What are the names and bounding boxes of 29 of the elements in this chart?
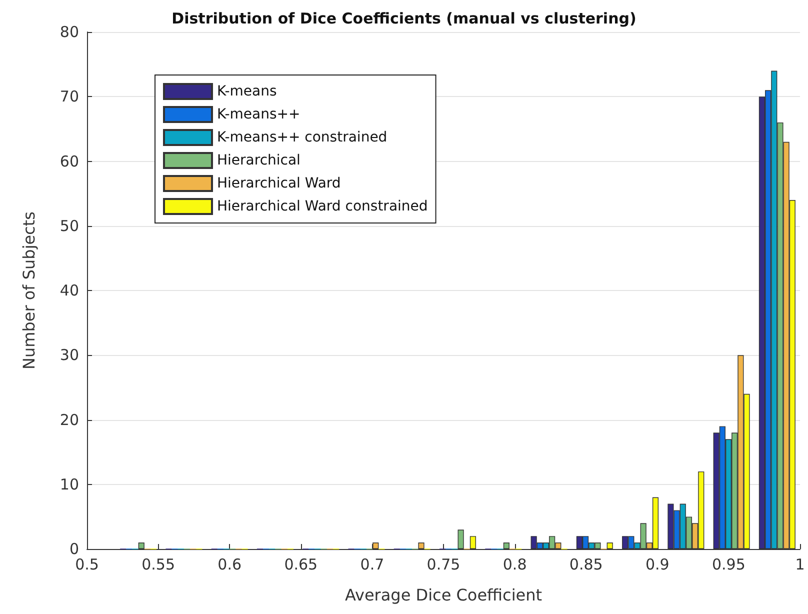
y-tick-label: 70 [60, 88, 79, 106]
x-tick-label: 0.75 [426, 556, 460, 574]
x-tick-label: 1 [795, 556, 805, 574]
legend-label: K-means++ constrained [217, 130, 388, 146]
x-tick-label: 0.65 [284, 556, 318, 574]
x-tick-label: 0.6 [218, 556, 242, 574]
y-tick-label: 80 [60, 23, 79, 41]
y-tick-label: 30 [60, 346, 79, 364]
x-tick-label: 0.7 [360, 556, 384, 574]
chart-title: Distribution of Dice Coefficients (manual vs clustering) [172, 10, 636, 28]
y-tick-label: 10 [60, 475, 79, 494]
legend-label: K-means [217, 84, 277, 100]
y-tick-label: 50 [60, 216, 79, 235]
x-tick-label: 0.9 [645, 556, 670, 574]
x-axis-title: Average Dice Coefficient [344, 586, 542, 604]
y-axis-title: Number of Subjects [20, 211, 38, 370]
legend-label: K-means++ [217, 106, 300, 122]
y-tick-label: 0 [69, 540, 79, 558]
legend-label: Hierarchical Ward constrained [217, 198, 428, 214]
x-tick-label: 0.55 [142, 556, 176, 574]
legend-label: Hierarchical [217, 152, 300, 168]
y-tick-label: 20 [60, 410, 79, 429]
y-tick-label: 60 [60, 152, 79, 170]
x-tick-label: 0.85 [569, 556, 603, 574]
x-tick-label: 0.5 [75, 556, 99, 574]
x-tick-label: 0.95 [712, 556, 746, 574]
y-tick-label: 40 [60, 282, 79, 300]
x-tick-label: 0.8 [502, 556, 527, 574]
legend-label: Hierarchical Ward [217, 176, 341, 192]
